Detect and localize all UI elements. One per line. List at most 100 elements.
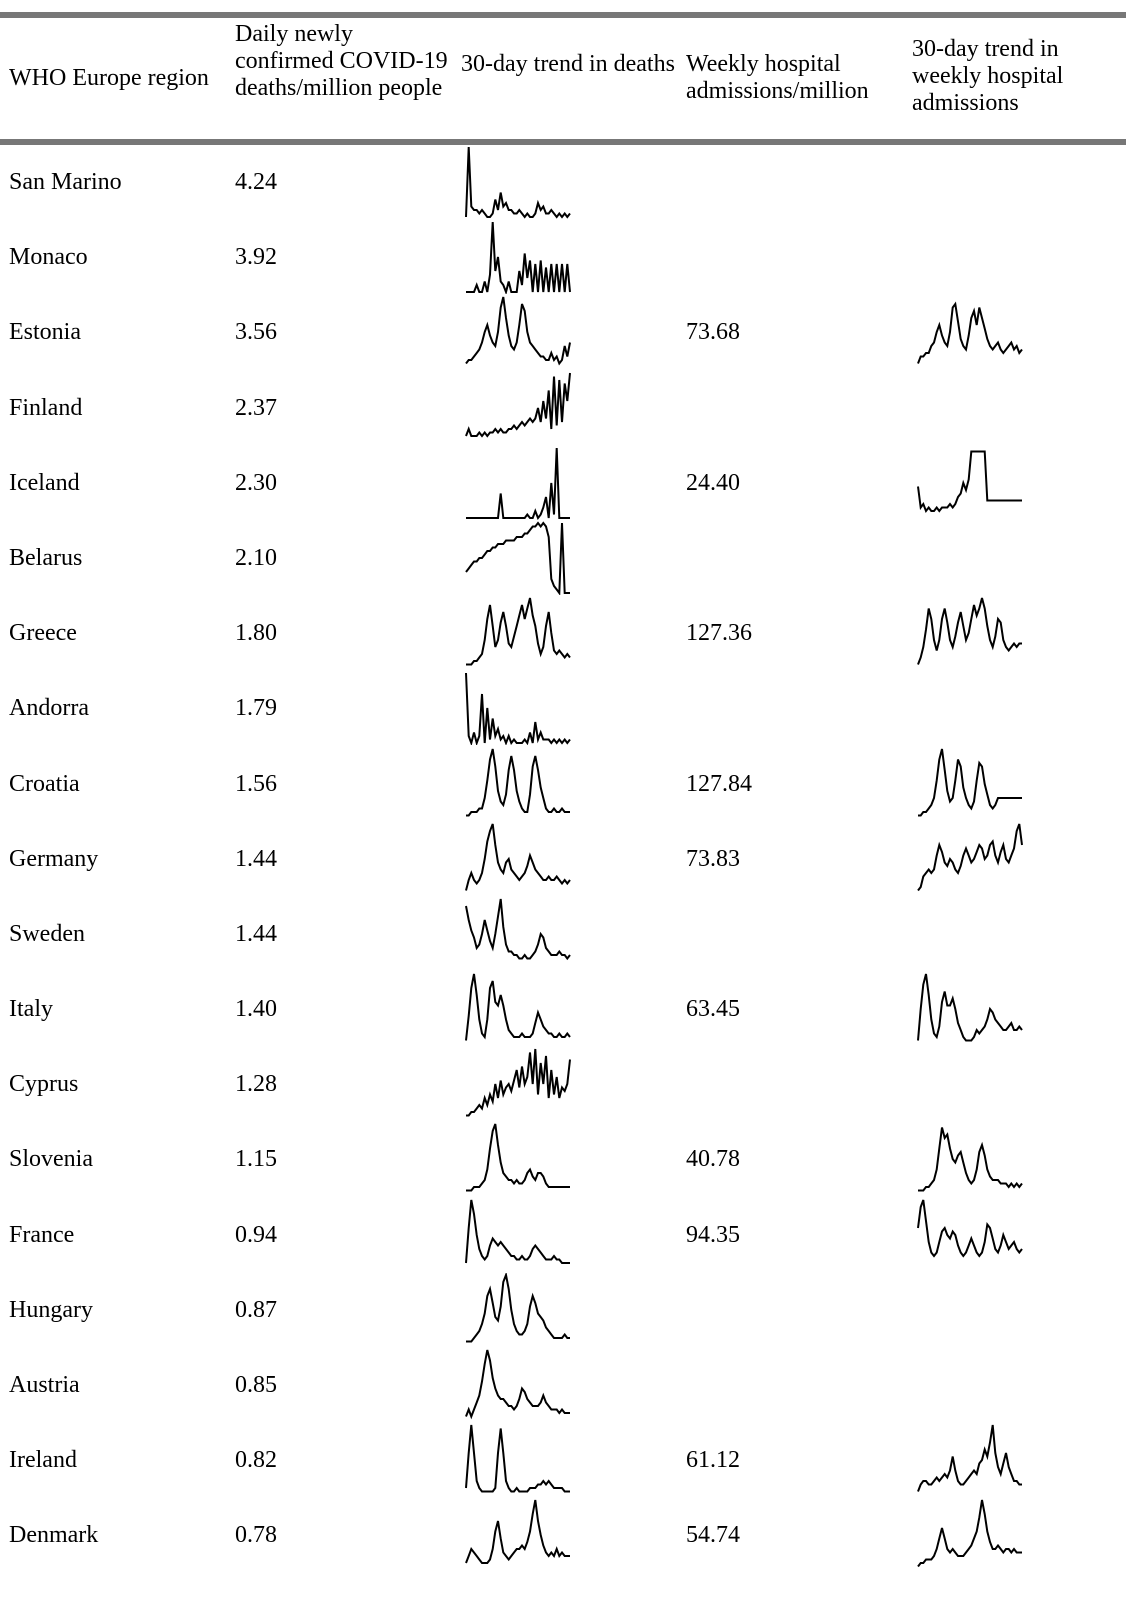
table-row: San Marino 4.24 bbox=[0, 145, 1126, 220]
deaths-per-million: 0.85 bbox=[235, 1371, 277, 1399]
deaths-trend-sparkline bbox=[464, 1273, 572, 1347]
region-name: Estonia bbox=[9, 318, 81, 346]
region-name: Cyprus bbox=[9, 1070, 78, 1098]
deaths-trend-sparkline-line bbox=[466, 1350, 570, 1417]
deaths-trend-sparkline bbox=[464, 1122, 572, 1196]
table-row: Germany 1.44 73.83 bbox=[0, 822, 1126, 897]
deaths-per-million: 3.92 bbox=[235, 243, 277, 271]
deaths-per-million: 3.56 bbox=[235, 318, 277, 346]
admissions-trend-sparkline-line bbox=[918, 749, 1022, 816]
region-name: Hungary bbox=[9, 1296, 93, 1324]
deaths-trend-sparkline-line bbox=[466, 1124, 570, 1191]
region-name: Andorra bbox=[9, 694, 89, 722]
deaths-per-million: 4.24 bbox=[235, 168, 277, 196]
deaths-trend-sparkline-line bbox=[466, 448, 570, 518]
deaths-per-million: 1.79 bbox=[235, 694, 277, 722]
admissions-per-million: 73.68 bbox=[686, 318, 740, 346]
deaths-trend-sparkline-line bbox=[466, 297, 570, 364]
region-name: Italy bbox=[9, 995, 53, 1023]
table-row: Austria 0.85 bbox=[0, 1348, 1126, 1423]
deaths-trend-sparkline bbox=[464, 1423, 572, 1497]
deaths-trend-sparkline-line bbox=[466, 1275, 570, 1342]
header-region: WHO Europe region bbox=[9, 65, 229, 92]
table-row: Andorra 1.79 bbox=[0, 671, 1126, 746]
admissions-trend-sparkline-line bbox=[918, 1200, 1022, 1256]
region-name: Germany bbox=[9, 845, 98, 873]
header-admissions: Weekly hospital admissions/million bbox=[686, 51, 901, 105]
table-header: WHO Europe region Daily newly confirmed … bbox=[0, 18, 1126, 139]
deaths-trend-sparkline bbox=[464, 371, 572, 445]
region-name: Sweden bbox=[9, 920, 85, 948]
deaths-trend-sparkline bbox=[464, 145, 572, 219]
deaths-trend-sparkline-line bbox=[466, 1425, 570, 1492]
deaths-trend-sparkline-line bbox=[466, 1049, 570, 1116]
deaths-per-million: 1.28 bbox=[235, 1070, 277, 1098]
deaths-per-million: 1.56 bbox=[235, 770, 277, 798]
deaths-per-million: 2.37 bbox=[235, 394, 277, 422]
region-name: Iceland bbox=[9, 469, 80, 497]
header-admissions-trend: 30-day trend in weekly hospital admissio… bbox=[912, 36, 1126, 117]
table-row: Denmark 0.78 54.74 bbox=[0, 1498, 1126, 1573]
region-name: Belarus bbox=[9, 544, 82, 572]
table-row: Greece 1.80 127.36 bbox=[0, 596, 1126, 671]
deaths-trend-sparkline-line bbox=[466, 899, 570, 959]
region-name: San Marino bbox=[9, 168, 122, 196]
admissions-trend-sparkline bbox=[916, 747, 1024, 821]
region-name: Finland bbox=[9, 394, 82, 422]
deaths-trend-sparkline bbox=[464, 1348, 572, 1422]
table-row: Croatia 1.56 127.84 bbox=[0, 747, 1126, 822]
admissions-per-million: 54.74 bbox=[686, 1521, 740, 1549]
region-name: France bbox=[9, 1221, 74, 1249]
admissions-per-million: 63.45 bbox=[686, 995, 740, 1023]
admissions-trend-sparkline bbox=[916, 972, 1024, 1046]
admissions-trend-sparkline-line bbox=[918, 1425, 1022, 1492]
deaths-per-million: 0.94 bbox=[235, 1221, 277, 1249]
deaths-trend-sparkline bbox=[464, 671, 572, 745]
admissions-trend-sparkline bbox=[916, 1423, 1024, 1497]
admissions-per-million: 127.84 bbox=[686, 770, 752, 798]
region-name: Slovenia bbox=[9, 1145, 93, 1173]
table-row: Italy 1.40 63.45 bbox=[0, 972, 1126, 1047]
admissions-trend-sparkline-line bbox=[918, 974, 1022, 1041]
deaths-trend-sparkline-line bbox=[466, 147, 570, 217]
admissions-per-million: 73.83 bbox=[686, 845, 740, 873]
admissions-trend-sparkline-line bbox=[918, 1500, 1022, 1567]
region-name: Greece bbox=[9, 619, 77, 647]
deaths-trend-sparkline-line bbox=[466, 373, 570, 436]
table-row: Iceland 2.30 24.40 bbox=[0, 446, 1126, 521]
deaths-per-million: 2.30 bbox=[235, 469, 277, 497]
region-name: Monaco bbox=[9, 243, 88, 271]
region-name: Croatia bbox=[9, 770, 80, 798]
deaths-trend-sparkline bbox=[464, 897, 572, 971]
deaths-trend-sparkline bbox=[464, 521, 572, 595]
deaths-trend-sparkline bbox=[464, 596, 572, 670]
table-row: Belarus 2.10 bbox=[0, 521, 1126, 596]
deaths-trend-sparkline-line bbox=[466, 523, 570, 593]
admissions-trend-sparkline-line bbox=[918, 451, 1022, 511]
admissions-trend-sparkline bbox=[916, 596, 1024, 670]
deaths-trend-sparkline bbox=[464, 972, 572, 1046]
region-name: Denmark bbox=[9, 1521, 98, 1549]
deaths-per-million: 1.80 bbox=[235, 619, 277, 647]
deaths-trend-sparkline-line bbox=[466, 598, 570, 665]
table-body: San Marino 4.24 Monaco 3.92 Estonia 3.56 73.68… bbox=[0, 145, 1126, 1574]
table-row: France 0.94 94.35 bbox=[0, 1198, 1126, 1273]
table-row: Finland 2.37 bbox=[0, 371, 1126, 446]
deaths-trend-sparkline bbox=[464, 446, 572, 520]
table-row: Monaco 3.92 bbox=[0, 220, 1126, 295]
header-deaths-trend: 30-day trend in deaths bbox=[461, 51, 676, 78]
table-row: Sweden 1.44 bbox=[0, 897, 1126, 972]
deaths-trend-sparkline-line bbox=[466, 1500, 570, 1563]
region-name: Austria bbox=[9, 1371, 80, 1399]
admissions-trend-sparkline-line bbox=[918, 304, 1022, 364]
deaths-trend-sparkline-line bbox=[466, 1200, 570, 1263]
admissions-per-million: 24.40 bbox=[686, 469, 740, 497]
admissions-trend-sparkline bbox=[916, 822, 1024, 896]
deaths-trend-sparkline-line bbox=[466, 974, 570, 1041]
deaths-per-million: 0.78 bbox=[235, 1521, 277, 1549]
deaths-trend-sparkline-line bbox=[466, 673, 570, 743]
table-row: Hungary 0.87 bbox=[0, 1273, 1126, 1348]
header-deaths: Daily newly confirmed COVID-19 deaths/mi… bbox=[235, 21, 455, 102]
region-name: Ireland bbox=[9, 1446, 77, 1474]
deaths-per-million: 1.15 bbox=[235, 1145, 277, 1173]
